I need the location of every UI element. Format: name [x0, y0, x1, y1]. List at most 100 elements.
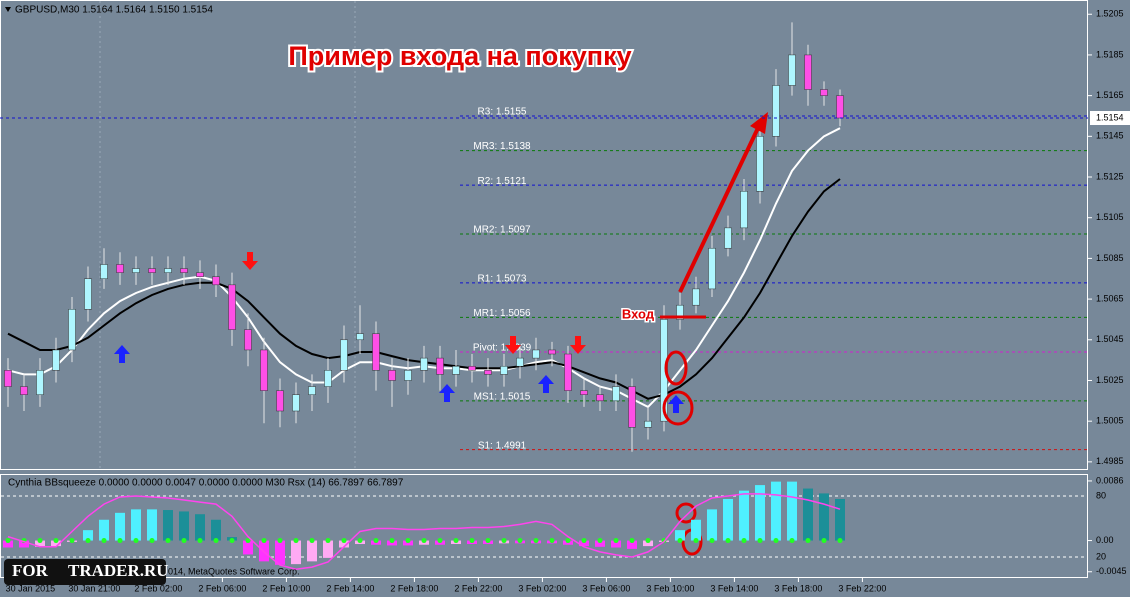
symbol-info: GBPUSD,M30 1.5164 1.5164 1.5150 1.5154 [15, 5, 213, 16]
squeeze-dot [773, 538, 779, 544]
histogram-bar [675, 530, 685, 541]
x-tick-label: 3 Feb 22:00 [838, 583, 886, 593]
y-tick-label: 1.5205 [1096, 9, 1124, 19]
candle-body [548, 349, 556, 355]
x-tick-label: 3 Feb 14:00 [710, 583, 758, 593]
watermark: FOR [12, 561, 49, 580]
buy-arrow [668, 395, 684, 413]
trend-arrow-head [750, 112, 768, 134]
candle-body [820, 89, 828, 96]
candle-body [516, 357, 524, 367]
y2-tick-label: 20 [1096, 551, 1106, 561]
pivot-label: MS1: 1.5015 [474, 391, 531, 402]
pivot-label: MR3: 1.5138 [473, 141, 531, 152]
y-tick-label: 0.0086 [1096, 475, 1124, 485]
sell-arrow [505, 336, 521, 354]
candle-body [628, 386, 636, 428]
squeeze-dot [501, 538, 507, 544]
x-tick-label: 2 Feb 14:00 [326, 583, 374, 593]
candle-body [308, 386, 316, 395]
indicator-header: Cynthia BBsqueeze 0.0000 0.0000 0.0047 0… [8, 478, 404, 489]
candle-body [532, 349, 540, 359]
x-tick-label: 30 Jan 2015 [6, 583, 56, 593]
histogram-bar [595, 540, 605, 547]
histogram-bar [179, 511, 189, 541]
squeeze-dot [229, 538, 235, 544]
candle-body [772, 85, 780, 137]
squeeze-dot [581, 538, 587, 544]
signal-arrows [114, 252, 684, 413]
candle-body [740, 191, 748, 229]
pivot-label: MR2: 1.5097 [473, 225, 531, 236]
buy-arrow [439, 384, 455, 402]
histogram-bar [131, 509, 141, 541]
squeeze-dot [357, 538, 363, 544]
y-tick-label: -0.0045 [1096, 566, 1127, 576]
candle-body [324, 370, 332, 387]
squeeze-dot [149, 538, 155, 544]
y-tick-label: 1.5045 [1096, 334, 1124, 344]
squeeze-dot [533, 538, 539, 544]
candle-body [116, 264, 124, 273]
buy-arrow [538, 375, 554, 393]
squeeze-dot [453, 538, 459, 544]
candle-body [180, 268, 188, 273]
price-frame [0, 0, 1088, 470]
squeeze-dot [181, 538, 187, 544]
candle-body [388, 370, 396, 381]
histogram-bar [787, 481, 797, 541]
squeeze-dot [789, 538, 795, 544]
squeeze-dot [405, 538, 411, 544]
y2-tick-label: 80 [1096, 490, 1106, 500]
candle-body [836, 95, 844, 119]
squeeze-dot [437, 538, 443, 544]
squeeze-dot [677, 538, 683, 544]
squeeze-dot [565, 538, 571, 544]
squeeze-dot [197, 538, 203, 544]
squeeze-dot [325, 538, 331, 544]
squeeze-dot [53, 538, 59, 544]
candle-body [596, 394, 604, 402]
candle-body [484, 370, 492, 375]
squeeze-dot [517, 538, 523, 544]
candle-body [356, 333, 364, 341]
squeeze-dot [805, 538, 811, 544]
y-tick-label: 1.5165 [1096, 90, 1124, 100]
squeeze-dot [69, 538, 75, 544]
candle-body [404, 370, 412, 381]
candle-body [4, 370, 12, 387]
histogram-bar [147, 509, 157, 541]
squeeze-dot [133, 538, 139, 544]
entry-label: Вход [622, 306, 655, 321]
squeeze-dot [293, 538, 299, 544]
squeeze-dot [85, 538, 91, 544]
histogram-bar [771, 481, 781, 541]
x-tick-label: 3 Feb 02:00 [518, 583, 566, 593]
candle-body [676, 304, 684, 320]
histogram-bar [723, 498, 733, 541]
candle-body [164, 268, 172, 273]
highlight [662, 390, 694, 426]
squeeze-dot [613, 538, 619, 544]
squeeze-dot [37, 538, 43, 544]
squeeze-dot [597, 538, 603, 544]
candle-body [276, 390, 284, 412]
candle-body [724, 227, 732, 249]
squeeze-dot [341, 538, 347, 544]
y-tick-label: 1.5185 [1096, 49, 1124, 59]
histogram-bar [579, 540, 589, 547]
candle-body [292, 394, 300, 412]
x-tick-label: 2 Feb 06:00 [198, 583, 246, 593]
histogram-bar [275, 540, 285, 565]
histogram-bar [115, 512, 125, 541]
y-tick-label: 1.5085 [1096, 253, 1124, 263]
candle-body [100, 264, 108, 279]
squeeze-dot [389, 538, 395, 544]
squeeze-dot [309, 538, 315, 544]
histogram-bar [83, 530, 93, 541]
histogram-bar [339, 540, 349, 548]
candle-body [68, 309, 76, 351]
pivot-label: R3: 1.5155 [478, 107, 527, 118]
last-price-box [1090, 111, 1130, 126]
